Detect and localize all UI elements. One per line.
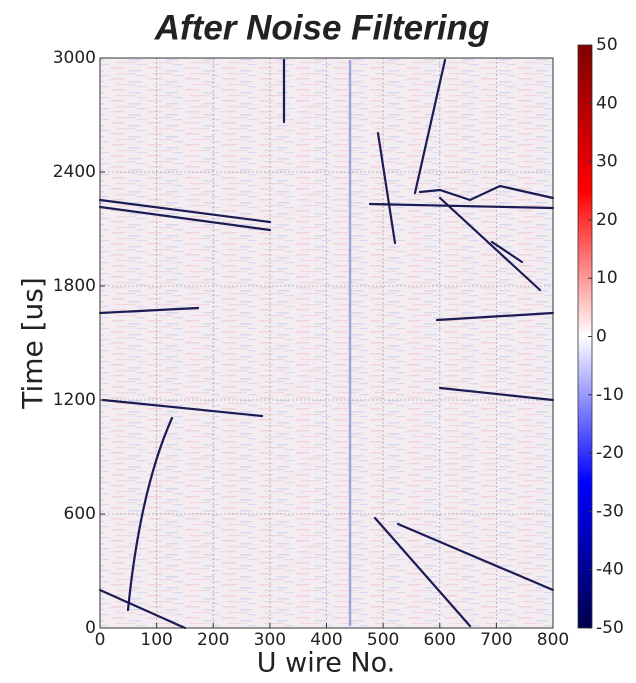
- track: [438, 196, 542, 292]
- colorbar-tick-label: -30: [596, 501, 624, 521]
- x-axis-label: U wire No.: [257, 648, 395, 679]
- x-tick-label: 700: [480, 630, 512, 650]
- track: [490, 240, 524, 264]
- x-tick-label: 600: [424, 630, 456, 650]
- track: [373, 516, 472, 628]
- y-tick-label: 0: [85, 618, 96, 638]
- colorbar-tick-label: -20: [596, 443, 624, 463]
- x-tick-label: 400: [310, 630, 342, 650]
- y-tick-label: 1200: [53, 390, 96, 410]
- track: [126, 416, 174, 612]
- track: [396, 522, 555, 592]
- track: [413, 58, 447, 195]
- colorbar-tick-label: -50: [596, 618, 624, 638]
- y-tick-label: 1800: [53, 276, 96, 296]
- y-tick-label: 3000: [53, 48, 96, 68]
- colorbar-tick-label: 40: [596, 93, 618, 113]
- colorbar-tick-label: 50: [596, 35, 618, 55]
- x-tick-label: 0: [95, 630, 106, 650]
- track: [98, 306, 200, 315]
- y-axis-label: Time [us]: [16, 277, 49, 410]
- track: [435, 311, 555, 322]
- colorbar-tick-label: 20: [596, 210, 618, 230]
- y-tick-label: 2400: [53, 162, 96, 182]
- chart-title: After Noise Filtering: [154, 8, 489, 47]
- track: [98, 205, 272, 232]
- track: [368, 202, 555, 210]
- colorbar-tick-label: -10: [596, 385, 624, 405]
- track: [98, 198, 272, 224]
- colorbar-tick-label: -40: [596, 560, 624, 580]
- tracks: [98, 58, 555, 630]
- x-tick-label: 800: [537, 630, 569, 650]
- x-tick-label: 100: [140, 630, 172, 650]
- y-tick-label: 600: [64, 504, 96, 524]
- colorbar-tick-label: 10: [596, 268, 618, 288]
- track: [418, 184, 555, 202]
- colorbar-tick-label: 0: [596, 327, 607, 347]
- x-tick-label: 200: [197, 630, 229, 650]
- x-tick-label: 300: [254, 630, 286, 650]
- x-tick-label: 500: [367, 630, 399, 650]
- track: [101, 398, 264, 418]
- track: [98, 588, 187, 630]
- track: [376, 131, 397, 245]
- track: [438, 386, 555, 402]
- colorbar-tick-label: 30: [596, 152, 618, 172]
